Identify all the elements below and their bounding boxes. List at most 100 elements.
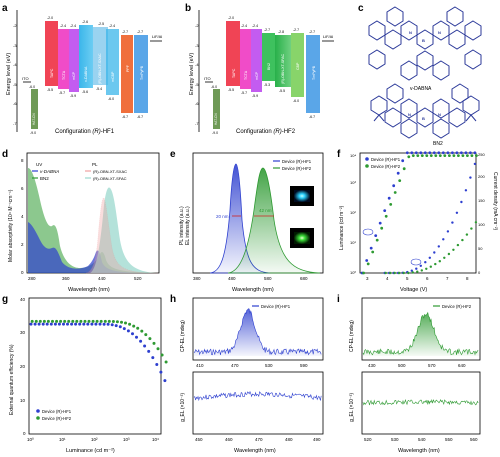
layer-label-tcta-b: TCTA bbox=[244, 70, 248, 80]
layer-ppf-a bbox=[121, 35, 133, 113]
svg-text:-6.0: -6.0 bbox=[293, 99, 299, 103]
point-lum-hf1 bbox=[414, 151, 418, 155]
svg-text:10⁴: 10⁴ bbox=[152, 437, 159, 442]
point-eqe-hf1 bbox=[135, 335, 138, 339]
point-eqe-hf1 bbox=[66, 322, 69, 326]
point-eqe-hf2 bbox=[132, 324, 136, 328]
panel-letter-b: b bbox=[185, 3, 191, 14]
svg-text:-6.0: -6.0 bbox=[108, 97, 114, 101]
svg-text:-4: -4 bbox=[13, 62, 17, 67]
point-eqe-hf1 bbox=[126, 329, 130, 333]
ylabel-h-top: CP-EL (mdeg) bbox=[180, 320, 186, 352]
ylabel2-f: Current density (mA cm⁻²) bbox=[492, 172, 498, 231]
layer-label-bn2-b: BN2 bbox=[267, 63, 271, 70]
point-cd-hf2 bbox=[398, 271, 401, 275]
point-lum-hf1 bbox=[464, 151, 468, 155]
point-eqe-hf2 bbox=[144, 333, 148, 337]
structure-bn2 bbox=[370, 83, 480, 139]
svg-text:-2.4: -2.4 bbox=[241, 24, 247, 28]
panel-letter-d: d bbox=[2, 149, 8, 160]
hatcn-bar-b bbox=[213, 89, 220, 129]
svg-text:-2.4: -2.4 bbox=[109, 24, 115, 28]
point-eqe-hf2 bbox=[95, 319, 99, 323]
svg-text:N: N bbox=[409, 30, 412, 35]
series-sfac-pl bbox=[90, 187, 158, 273]
layer-tcta-b bbox=[240, 29, 251, 89]
point-lum-hf1 bbox=[469, 151, 472, 155]
panel-letter-e: e bbox=[170, 149, 176, 160]
layer-mcp-a bbox=[69, 29, 79, 92]
svg-text:10²: 10² bbox=[350, 210, 356, 215]
xticks-d: 280 360 440 520 bbox=[28, 276, 142, 281]
point-lum-hf2 bbox=[452, 154, 456, 158]
point-lum-hf2 bbox=[448, 154, 451, 158]
panel-f: f Luminance (cd m⁻²) Current density (mA… bbox=[337, 149, 498, 293]
xticks-f: 3 4 5 6 7 8 bbox=[366, 276, 469, 281]
series-vdabna-uv bbox=[28, 222, 158, 273]
svg-text:10²: 10² bbox=[91, 437, 98, 442]
point-cd-hf1 bbox=[469, 176, 472, 179]
svg-text:-2.4: -2.4 bbox=[60, 24, 66, 28]
point-lum-hf2 bbox=[402, 167, 406, 171]
svg-text:430: 430 bbox=[368, 363, 376, 368]
point-cd-hf1 bbox=[419, 264, 422, 267]
point-eqe-hf2 bbox=[63, 319, 67, 323]
point-eqe-hf1 bbox=[98, 322, 102, 326]
svg-text:-2.5: -2.5 bbox=[98, 22, 104, 26]
layer-label-mcp-a: mCP bbox=[72, 71, 76, 80]
svg-text:-6: -6 bbox=[195, 101, 199, 106]
point-lum-hf2 bbox=[375, 238, 379, 242]
point-eqe-hf2 bbox=[160, 353, 164, 357]
point-eqe-hf2 bbox=[79, 319, 83, 323]
point-eqe-hf1 bbox=[102, 322, 106, 326]
point-lum-hf2 bbox=[466, 154, 469, 158]
fwhm-label-hf1: 20 nm bbox=[216, 214, 229, 219]
mol-label-vdabna: v-DABNA bbox=[410, 86, 432, 92]
point-cd-hf1 bbox=[437, 245, 440, 248]
plot-frame-g bbox=[28, 297, 162, 435]
point-eqe-hf1 bbox=[151, 356, 155, 360]
point-cd-hf2 bbox=[389, 271, 392, 275]
point-lum-hf1 bbox=[396, 171, 400, 175]
svg-text:-5.5: -5.5 bbox=[228, 88, 234, 92]
point-eqe-hf1 bbox=[94, 322, 98, 326]
point-lum-hf1 bbox=[365, 259, 369, 262]
panel-letter-c: c bbox=[358, 3, 364, 14]
layer-mcbp-a bbox=[106, 29, 119, 95]
point-lum-hf1 bbox=[451, 151, 454, 155]
point-eqe-hf1 bbox=[90, 322, 94, 326]
ito-label-b: ITO bbox=[204, 76, 211, 81]
line-cpel-hf2 bbox=[362, 311, 479, 356]
point-lum-hf2 bbox=[371, 250, 375, 254]
panel-letter-g: g bbox=[2, 294, 8, 305]
hatcn-value-b: -9.0 bbox=[212, 131, 218, 135]
svg-text:-2: -2 bbox=[195, 23, 199, 28]
svg-text:250: 250 bbox=[478, 152, 485, 157]
point-cd-hf2 bbox=[438, 260, 441, 263]
layer-label-sfac-b: (R)-OBN-XT-SFAC bbox=[281, 53, 285, 84]
svg-text:10⁰: 10⁰ bbox=[27, 437, 34, 442]
svg-text:360: 360 bbox=[62, 276, 70, 281]
point-cd-hf2 bbox=[429, 265, 432, 268]
ylabel-d: Molar absorptivity (10⁴ M⁻¹cm⁻¹) bbox=[8, 189, 14, 262]
layer-label-vdabna-a: v-DABNA bbox=[84, 66, 88, 82]
svg-text:280: 280 bbox=[28, 276, 36, 281]
svg-text:-5.6: -5.6 bbox=[82, 90, 88, 94]
point-lum-hf2 bbox=[362, 271, 365, 275]
xlabel-d: Wavelength (nm) bbox=[68, 287, 110, 293]
svg-text:10¹: 10¹ bbox=[59, 437, 66, 442]
plot-frame-i-bot bbox=[361, 371, 481, 435]
legend-i: Device (R)-HF2 bbox=[442, 304, 472, 309]
plot-frame-i-top bbox=[361, 297, 481, 361]
layer-label-mcbp-a: mCBP bbox=[111, 71, 115, 82]
svg-text:8: 8 bbox=[21, 158, 24, 163]
svg-text:580: 580 bbox=[264, 276, 272, 281]
point-eqe-hf1 bbox=[57, 322, 61, 326]
point-lum-hf2 bbox=[420, 154, 424, 158]
svg-text:410: 410 bbox=[196, 363, 204, 368]
svg-text:10¹: 10¹ bbox=[350, 240, 356, 245]
point-eqe-hf2 bbox=[120, 320, 123, 324]
svg-text:470: 470 bbox=[255, 437, 263, 442]
svg-text:-2.7: -2.7 bbox=[122, 30, 128, 34]
lifal-label-a: LiF/Al bbox=[152, 34, 162, 39]
